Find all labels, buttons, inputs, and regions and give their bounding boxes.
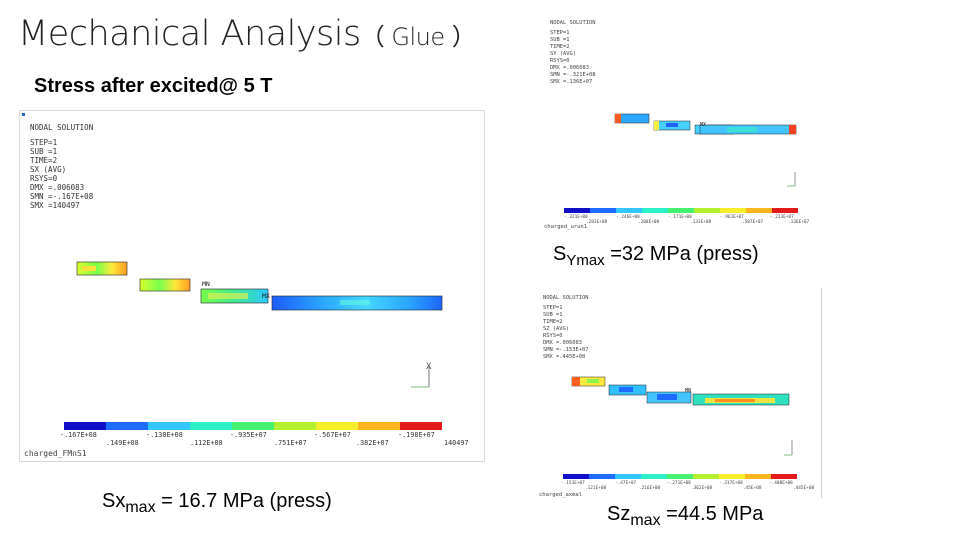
sy-info-line: TIME=2 bbox=[550, 44, 569, 50]
sz-legend-tick: .45E+08 bbox=[743, 485, 762, 491]
sy-legend-tick: -.321E+08 bbox=[564, 214, 588, 220]
sz-legend-tick: -.317E+08 bbox=[719, 480, 743, 486]
sx-info-line: RSYS=0 bbox=[30, 174, 58, 183]
title-paren: （ Glue ） bbox=[360, 23, 476, 51]
sy-contour-plot: NODAL SOLUTION STEP=1 SUB =1 TIME=2 SY (… bbox=[544, 20, 810, 230]
sx-legend-tick: -.167E+08 bbox=[60, 431, 97, 439]
sy-label-main: S bbox=[553, 243, 567, 265]
sy-info-line: DMX =.006083 bbox=[550, 65, 589, 71]
title-text: Mechanical Analysis bbox=[18, 14, 361, 54]
sz-label-rest: =44.5 MPa bbox=[660, 503, 764, 525]
sy-solution-title: NODAL SOLUTION bbox=[550, 20, 595, 26]
sx-contour-plot: NODAL SOLUTION STEP=1 SUB =1 TIME=2 SX (… bbox=[22, 113, 469, 458]
sy-legend-tick: .587E+07 bbox=[742, 219, 764, 225]
sy-label-sub: Ymax bbox=[566, 252, 605, 269]
sx-legend-tick: .149E+08 bbox=[106, 439, 139, 447]
sy-legend-tick: -.171E+08 bbox=[668, 214, 692, 220]
sz-legend-tick: .445E+08 bbox=[793, 485, 815, 491]
sz-contour-plot: NODAL SOLUTION STEP=1 SUB =1 TIME=2 SZ (… bbox=[539, 295, 815, 498]
sx-info-line: SUB =1 bbox=[30, 147, 57, 156]
sy-info-line: SY (AVG) bbox=[550, 51, 576, 57]
sz-info-line: TIME=2 bbox=[543, 319, 562, 325]
sx-legend-tick: -.935E+07 bbox=[230, 431, 267, 439]
sz-legend-tick: -.408E+08 bbox=[769, 480, 793, 486]
sx-legend-tick: -.130E+08 bbox=[146, 431, 183, 439]
sx-label-rest: = 16.7 MPa (press) bbox=[155, 490, 332, 512]
sx-contour-panel: NODAL SOLUTION STEP=1 SUB =1 TIME=2 SX (… bbox=[19, 110, 485, 462]
sz-info-line: DMX =.006083 bbox=[543, 340, 582, 346]
sy-info-line: SUB =1 bbox=[550, 37, 569, 43]
sx-info-line: TIME=2 bbox=[30, 156, 57, 165]
axis-triad-icon bbox=[784, 440, 793, 456]
sx-axis-label: X bbox=[426, 362, 432, 372]
sx-info-line: DMX =.006083 bbox=[30, 183, 84, 192]
sy-label-rest: =32 MPa (press) bbox=[604, 243, 759, 265]
sz-legend-tick: .216E+08 bbox=[639, 485, 661, 491]
sx-info-block: NODAL SOLUTION STEP=1 SUB =1 TIME=2 SX (… bbox=[30, 123, 94, 210]
sz-info-line: SMN =-.153E+07 bbox=[543, 347, 588, 353]
sz-info-line: RSYS=0 bbox=[543, 333, 562, 339]
sx-node-label-mx: MX bbox=[262, 292, 270, 300]
sz-legend-tick: .362E+08 bbox=[691, 485, 713, 491]
sx-label-sub: max bbox=[125, 499, 156, 516]
sz-solution-title: NODAL SOLUTION bbox=[543, 295, 588, 301]
sx-legend-tick: -.198E+07 bbox=[398, 431, 435, 439]
sx-info-line: SMN =-.167E+08 bbox=[30, 192, 94, 201]
sx-color-legend bbox=[64, 422, 442, 430]
sz-label-sub: max bbox=[630, 512, 661, 529]
sz-legend-tick: .121E+08 bbox=[585, 485, 607, 491]
sx-legend-tick: .112E+08 bbox=[190, 439, 223, 447]
sz-node-label: MN bbox=[685, 388, 691, 394]
sy-legend-tick: .208E+08 bbox=[638, 219, 660, 225]
sy-color-legend bbox=[564, 208, 798, 213]
sy-info-line: SMN =-.321E+08 bbox=[550, 72, 595, 78]
sz-info-line: SMX =.445E+08 bbox=[543, 354, 585, 360]
sz-max-label: Szmax =44.5 MPa bbox=[607, 503, 763, 530]
sx-caption: charged_FMnS1 bbox=[24, 449, 87, 458]
sz-legend-tick: -.271E+08 bbox=[667, 480, 691, 486]
page-title: Mechanical Analysis（ Glue ） bbox=[18, 14, 476, 54]
sx-legend-tick: .382E+07 bbox=[356, 439, 389, 447]
sy-caption: charged_urun1 bbox=[544, 224, 587, 230]
sy-info-line: RSYS=0 bbox=[550, 58, 569, 64]
sz-legend-tick: -.47E+07 bbox=[615, 480, 637, 486]
sx-info-line: SX (AVG) bbox=[30, 165, 66, 174]
sz-legend-tick: -.153E+07 bbox=[561, 480, 585, 486]
sy-contour-panel: NODAL SOLUTION STEP=1 SUB =1 TIME=2 SY (… bbox=[542, 10, 812, 230]
slide-subtitle: Stress after excited@ 5 T bbox=[34, 75, 273, 97]
sz-color-legend bbox=[563, 474, 797, 479]
sz-info-line: SZ (AVG) bbox=[543, 326, 569, 332]
sz-info-line: STEP=1 bbox=[543, 305, 562, 311]
sx-legend-tick: -.567E+07 bbox=[314, 431, 351, 439]
sz-contour-panel: NODAL SOLUTION STEP=1 SUB =1 TIME=2 SZ (… bbox=[535, 288, 822, 498]
sx-max-label: Sxmax = 16.7 MPa (press) bbox=[102, 490, 332, 517]
axis-triad-icon bbox=[787, 172, 796, 187]
sx-legend-tick: .751E+07 bbox=[274, 439, 307, 447]
sz-info-line: SUB =1 bbox=[543, 312, 562, 318]
sy-info-line: STEP=1 bbox=[550, 30, 569, 36]
sy-legend-tick: -.961E+07 bbox=[720, 214, 744, 220]
sx-info-line: SMX =140497 bbox=[30, 201, 80, 210]
sy-contour-strips bbox=[614, 113, 797, 135]
sy-legend-tick: .283E+08 bbox=[586, 219, 608, 225]
sx-label-main: Sx bbox=[102, 490, 126, 512]
sz-label-main: Sz bbox=[607, 503, 631, 525]
sy-node-label: MX bbox=[700, 122, 706, 128]
sy-legend-tick: .136E+07 bbox=[788, 219, 810, 225]
sx-solution-title: NODAL SOLUTION bbox=[30, 123, 93, 132]
sz-caption: charged_axmal bbox=[539, 492, 582, 498]
axis-triad-icon: X bbox=[411, 362, 432, 388]
sx-node-label-mn: MN bbox=[202, 280, 210, 288]
sy-max-label: SYmax =32 MPa (press) bbox=[553, 243, 759, 269]
sx-legend-tick: 140497 bbox=[444, 439, 469, 447]
sy-legend-tick: -.213E+07 bbox=[770, 214, 794, 220]
sy-legend-tick: -.246E+08 bbox=[616, 214, 640, 220]
sx-contour-strips bbox=[76, 261, 443, 311]
sx-info-line: STEP=1 bbox=[30, 138, 57, 147]
sy-legend-tick: .133E+08 bbox=[690, 219, 712, 225]
sz-contour-strips bbox=[571, 376, 790, 406]
sy-info-line: SMX =.136E+07 bbox=[550, 79, 592, 85]
